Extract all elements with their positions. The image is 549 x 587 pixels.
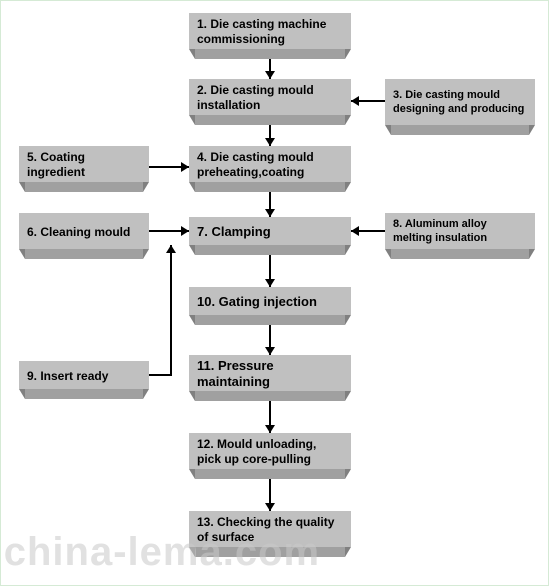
watermark-text: w.china-lema.com	[0, 530, 320, 575]
flow-node-n8: 8. Aluminum alloy melting insulation	[385, 213, 535, 259]
arrowhead-icon	[265, 138, 275, 146]
node-label: 4. Die casting mould preheating,coating	[189, 146, 351, 182]
arrowhead-icon	[265, 347, 275, 355]
flow-node-n9: 9. Insert ready	[19, 361, 149, 399]
flow-node-n1: 1. Die casting machine commissioning	[189, 13, 351, 59]
arrowhead-icon	[181, 162, 189, 172]
flow-node-n4: 4. Die casting mould preheating,coating	[189, 146, 351, 192]
flow-node-n7: 7. Clamping	[189, 217, 351, 255]
node-label: 3. Die casting mould designing and produ…	[385, 79, 535, 125]
node-label: 5. Coating ingredient	[19, 146, 149, 182]
node-label: 12. Mould unloading, pick up core-pullin…	[189, 433, 351, 469]
flowchart-canvas: w.china-lema.com 1. Die casting machine …	[0, 0, 549, 586]
node-label: 8. Aluminum alloy melting insulation	[385, 213, 535, 249]
node-label: 11. Pressure maintaining	[189, 355, 351, 391]
arrowhead-icon	[265, 209, 275, 217]
arrowhead-icon	[351, 96, 359, 106]
flow-node-n6: 6. Cleaning mould	[19, 213, 149, 259]
flow-node-n12: 12. Mould unloading, pick up core-pullin…	[189, 433, 351, 479]
arrowhead-icon	[265, 71, 275, 79]
node-label: 1. Die casting machine commissioning	[189, 13, 351, 49]
arrowhead-icon	[265, 425, 275, 433]
flow-node-n10: 10. Gating injection	[189, 287, 351, 325]
node-label: 2. Die casting mould installation	[189, 79, 351, 115]
flow-node-n3: 3. Die casting mould designing and produ…	[385, 79, 535, 135]
flow-node-n11: 11. Pressure maintaining	[189, 355, 351, 401]
node-label: 10. Gating injection	[189, 287, 351, 315]
edge-n9-n7	[149, 245, 171, 375]
node-label: 6. Cleaning mould	[19, 213, 149, 249]
arrowhead-icon	[181, 226, 189, 236]
arrowhead-icon	[265, 503, 275, 511]
arrowhead-icon	[265, 279, 275, 287]
flow-node-n2: 2. Die casting mould installation	[189, 79, 351, 125]
node-label: 9. Insert ready	[19, 361, 149, 389]
arrowhead-icon	[351, 226, 359, 236]
arrowhead-icon	[166, 245, 176, 253]
flow-node-n5: 5. Coating ingredient	[19, 146, 149, 192]
node-label: 7. Clamping	[189, 217, 351, 245]
